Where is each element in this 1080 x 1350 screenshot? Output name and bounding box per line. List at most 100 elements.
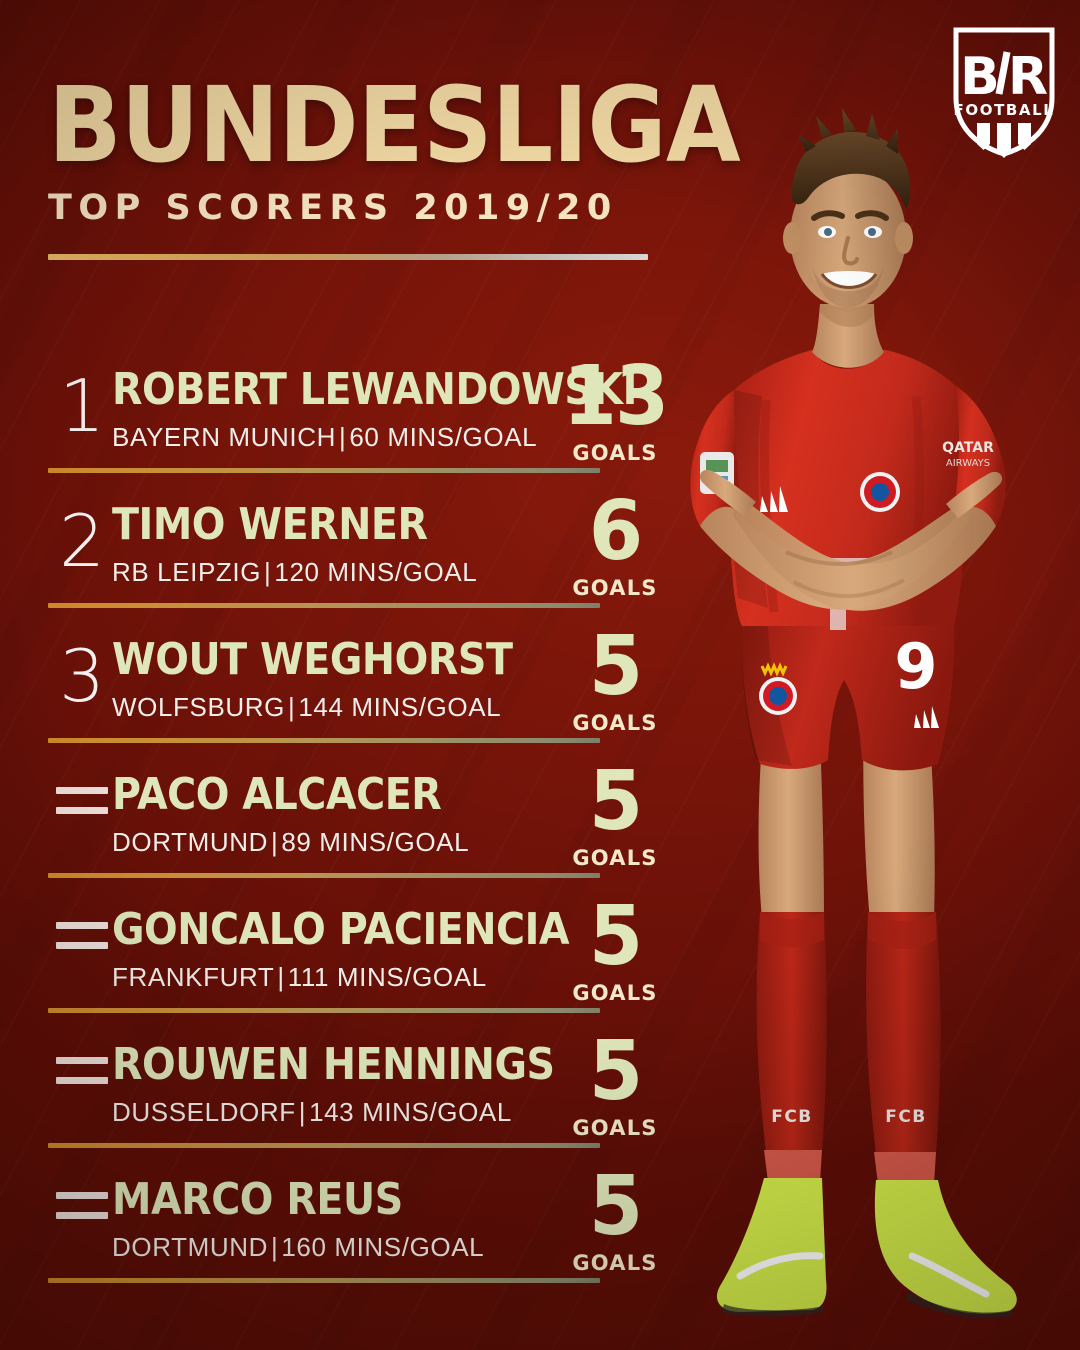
row-divider: [48, 603, 600, 608]
player-name: WOUT WEGHORST: [112, 634, 513, 685]
club-name: RB LEIPZIG: [112, 557, 262, 587]
player-jaw-shadow: [806, 268, 890, 312]
arm-shadow-1: [785, 550, 893, 566]
goals-count: 5: [588, 889, 643, 984]
player-shorts: [741, 616, 955, 771]
mins-per-goal: 111 MINS/GOAL: [287, 962, 487, 992]
row-divider: [48, 1008, 600, 1013]
player-name: TIMO WERNER: [112, 499, 428, 550]
logo-slash-icon: [995, 51, 1011, 95]
logo-stripe-left: [977, 123, 990, 150]
header-divider: [48, 253, 648, 260]
goals-count: 5: [588, 1024, 643, 1119]
table-row: ROUWEN HENNINGS DUSSELDORF | 143 MINS/GOAL…: [0, 1024, 680, 1170]
goals-block: 5 GOALS: [560, 1159, 670, 1275]
player-right-sock-text: FCB: [885, 1107, 927, 1127]
player-left-pupil: [824, 228, 832, 236]
player-stubble: [812, 266, 884, 308]
rank-tied-icon: [50, 787, 114, 827]
row-divider: [48, 468, 600, 473]
player-club-stats: RB LEIPZIG | 120 MINS/GOAL: [112, 557, 477, 588]
player-photo: FCB FCB 9: [616, 60, 1080, 1350]
club-name: BAYERN MUNICH: [112, 422, 337, 452]
goals-label: GOALS: [572, 1115, 658, 1140]
goals-label: GOALS: [572, 845, 658, 870]
br-football-logo: B R FOOTBALL: [950, 24, 1058, 158]
club-name: DORTMUND: [112, 827, 268, 857]
mins-per-goal: 60 MINS/GOAL: [349, 422, 538, 452]
right-boot-swoosh-icon: [908, 1252, 990, 1298]
top-scorers-list: 1 ROBERT LEWANDOWSKI BAYERN MUNICH | 60 MI…: [0, 356, 680, 1305]
logo-letter-r: R: [1008, 47, 1048, 107]
jersey-adidas-icon: [760, 486, 788, 512]
row-divider: [48, 1278, 600, 1283]
player-left-boot-sole: [722, 1304, 824, 1317]
separator: |: [270, 1232, 279, 1262]
goals-label: GOALS: [572, 575, 658, 600]
page-title: BUNDESLIGA: [48, 64, 741, 186]
mins-per-goal: 160 MINS/GOAL: [281, 1232, 485, 1262]
goals-label: GOALS: [572, 1250, 658, 1275]
row-divider: [48, 873, 600, 878]
arm-shadow-2: [793, 578, 905, 599]
goals-count: 6: [588, 484, 643, 579]
player-right-boot: [874, 1180, 1017, 1314]
player-right-ankle-cuff: [874, 1152, 936, 1184]
player-right-pupil: [868, 228, 876, 236]
separator: |: [264, 557, 272, 587]
table-row: 3 WOUT WEGHORST WOLFSBURG | 144 MINS/GOAL …: [0, 626, 680, 765]
left-boot-swoosh-icon: [736, 1252, 824, 1280]
player-club-stats: FRANKFURT | 111 MINS/GOAL: [112, 962, 487, 993]
separator: |: [339, 422, 347, 452]
player-right-hand: [946, 471, 1003, 518]
goals-block: 13 GOALS: [560, 356, 670, 465]
goals-block: 5 GOALS: [560, 1024, 670, 1140]
goals-label: GOALS: [572, 440, 658, 465]
player-name: MARCO REUS: [112, 1174, 403, 1225]
goals-count: 5: [588, 1159, 643, 1254]
player-left-sock: [756, 912, 827, 1152]
player-club-stats: DUSSELDORF | 143 MINS/GOAL: [112, 1097, 512, 1128]
separator: |: [298, 1097, 307, 1127]
club-name: WOLFSBURG: [112, 692, 285, 722]
logo-letter-b: B: [960, 47, 1000, 107]
player-shorts-number: 9: [894, 630, 937, 703]
shorts-adidas-icon: [914, 706, 939, 728]
rank-tied-icon: [50, 922, 114, 962]
player-right-arm: [733, 502, 996, 611]
table-row: PACO ALCACER DORTMUND | 89 MINS/GOAL 5 GOA…: [0, 761, 680, 900]
goals-block: 5 GOALS: [560, 889, 670, 1005]
table-row: 1 ROBERT LEWANDOWSKI BAYERN MUNICH | 60 MI…: [0, 356, 680, 495]
player-right-sock: [866, 912, 941, 1154]
player-hair: [791, 131, 911, 210]
player-name: ROUWEN HENNINGS: [112, 1039, 555, 1090]
player-left-sock-band: [760, 912, 824, 948]
row-divider: [48, 738, 600, 743]
shorts-crest-stars-icon: [760, 662, 788, 677]
club-name: DORTMUND: [112, 1232, 268, 1262]
rank-number: 3: [59, 634, 105, 718]
separator: |: [287, 692, 296, 722]
rank-tied-icon: [50, 1192, 114, 1232]
logo-football-text: FOOTBALL: [954, 101, 1055, 119]
player-name: GONCALO PACIENCIA: [112, 904, 570, 955]
mins-per-goal: 144 MINS/GOAL: [298, 692, 502, 722]
player-nose: [842, 236, 859, 266]
rank-number: 1: [59, 364, 105, 448]
player-left-eyebrow: [811, 210, 845, 221]
player-teeth: [822, 271, 876, 287]
player-left-hand: [699, 469, 756, 516]
table-row: MARCO REUS DORTMUND | 160 MINS/GOAL 5 GOAL…: [0, 1159, 680, 1305]
goals-label: GOALS: [572, 980, 658, 1005]
logo-stripe-right: [1018, 123, 1031, 150]
player-name: PACO ALCACER: [112, 769, 442, 820]
rank-number: 2: [59, 499, 105, 583]
mins-per-goal: 120 MINS/GOAL: [274, 557, 478, 587]
player-club-stats: DORTMUND | 160 MINS/GOAL: [112, 1232, 484, 1263]
player-right-eyebrow: [855, 210, 889, 221]
mins-per-goal: 143 MINS/GOAL: [309, 1097, 512, 1127]
separator: |: [277, 962, 285, 992]
table-row: 2 TIMO WERNER RB LEIPZIG | 120 MINS/GOAL 6…: [0, 484, 680, 630]
row-divider: [48, 1143, 600, 1148]
